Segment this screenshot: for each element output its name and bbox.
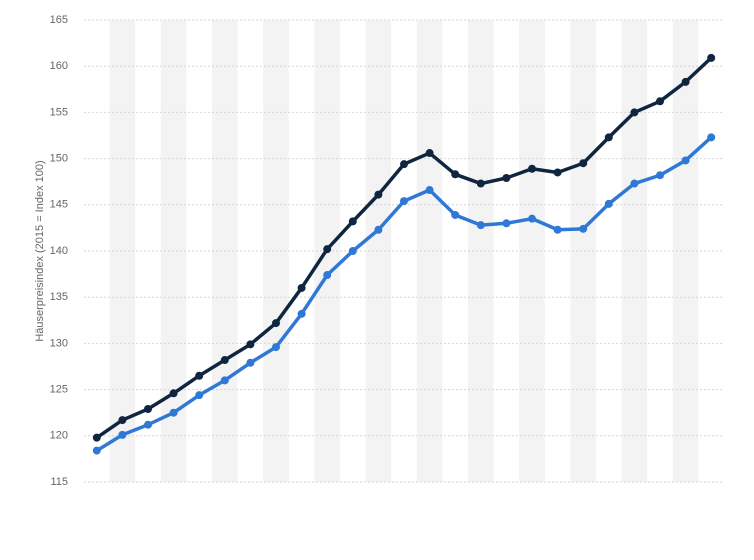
band xyxy=(570,20,596,482)
point xyxy=(681,156,690,165)
point xyxy=(246,340,255,349)
point xyxy=(118,416,127,425)
point xyxy=(220,356,229,365)
point xyxy=(92,446,101,455)
point xyxy=(630,108,639,117)
point xyxy=(476,179,485,188)
point xyxy=(681,77,690,86)
point xyxy=(656,97,664,106)
series-line xyxy=(95,56,713,440)
point xyxy=(553,225,562,234)
y-tick-label: 150 xyxy=(50,153,68,165)
point xyxy=(604,133,613,142)
y-tick-label: 140 xyxy=(50,245,68,257)
series-line xyxy=(95,136,713,453)
y-tick-label: 145 xyxy=(50,199,68,211)
point xyxy=(528,164,536,173)
point xyxy=(374,225,383,234)
point xyxy=(195,391,204,400)
point xyxy=(425,149,434,158)
point xyxy=(553,168,562,177)
point xyxy=(144,420,152,429)
point xyxy=(707,53,716,62)
point xyxy=(272,319,280,328)
point xyxy=(502,174,511,183)
point xyxy=(348,217,357,226)
point xyxy=(476,221,485,230)
point xyxy=(220,376,229,385)
point xyxy=(579,159,588,168)
point xyxy=(630,179,639,188)
point xyxy=(656,171,664,180)
point xyxy=(528,214,536,223)
point xyxy=(169,389,178,398)
point xyxy=(246,358,255,367)
y-tick-label: 125 xyxy=(50,384,68,396)
point xyxy=(272,343,280,352)
point xyxy=(118,430,127,439)
point xyxy=(144,405,152,414)
y-tick-label: 155 xyxy=(50,106,68,118)
y-tick-label: 165 xyxy=(50,14,68,26)
y-tick-label: 135 xyxy=(50,291,68,303)
point xyxy=(323,245,332,254)
point xyxy=(297,283,306,292)
y-axis-label: Häuserpreisindex (2015 = Index 100) xyxy=(34,160,46,341)
y-tick-label: 115 xyxy=(50,476,68,488)
point xyxy=(451,170,460,179)
point xyxy=(323,271,332,280)
point xyxy=(348,247,357,255)
point xyxy=(579,224,588,233)
point xyxy=(297,309,306,318)
point xyxy=(425,186,434,195)
point xyxy=(92,433,101,442)
point xyxy=(374,190,383,199)
y-tick-label: 130 xyxy=(50,337,68,349)
point xyxy=(707,133,716,142)
y-tick-label: 160 xyxy=(50,60,68,72)
point xyxy=(502,219,511,228)
y-tick-label: 120 xyxy=(50,430,68,442)
point xyxy=(604,199,613,208)
point xyxy=(451,210,460,219)
point xyxy=(400,197,408,206)
point xyxy=(400,160,408,169)
point xyxy=(195,371,204,380)
point xyxy=(169,408,178,417)
